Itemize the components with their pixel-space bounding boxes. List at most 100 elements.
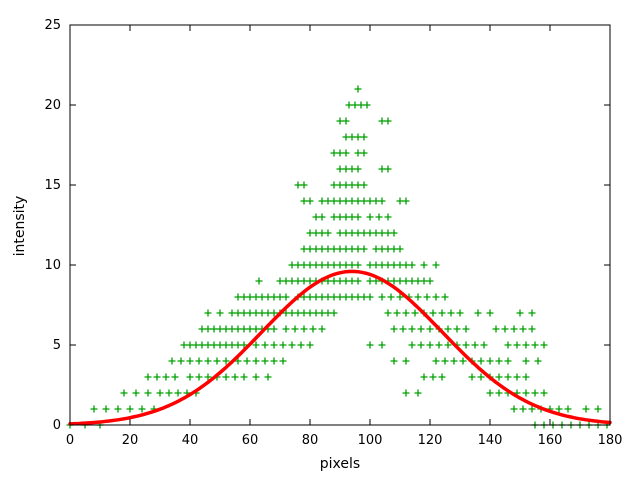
data-point-marker: [126, 405, 134, 413]
data-point-marker: [270, 309, 278, 317]
data-point-marker: [384, 309, 392, 317]
data-point-marker: [300, 197, 308, 205]
data-point-marker: [228, 309, 236, 317]
data-point-marker: [336, 149, 344, 157]
data-point-marker: [357, 101, 365, 109]
data-point-marker: [447, 309, 455, 317]
data-point-marker: [300, 325, 308, 333]
data-point-marker: [252, 357, 260, 365]
y-tick-label: 25: [44, 18, 61, 33]
data-point-marker: [252, 325, 260, 333]
data-point-marker: [276, 277, 284, 285]
data-point-marker: [342, 165, 350, 173]
data-point-marker: [144, 389, 152, 397]
data-point-marker: [426, 325, 434, 333]
data-point-marker: [408, 341, 416, 349]
data-point-marker: [354, 293, 362, 301]
data-point-marker: [336, 245, 344, 253]
data-point-marker: [336, 213, 344, 221]
data-point-marker: [342, 117, 350, 125]
data-point-marker: [246, 309, 254, 317]
data-point-marker: [459, 357, 467, 365]
data-point-marker: [330, 293, 338, 301]
data-point-marker: [531, 341, 539, 349]
data-point-marker: [90, 405, 98, 413]
data-point-marker: [360, 229, 368, 237]
data-point-marker: [294, 309, 302, 317]
data-point-marker: [186, 373, 194, 381]
data-point-marker: [480, 341, 488, 349]
data-point-marker: [534, 357, 542, 365]
data-point-marker: [180, 341, 188, 349]
data-point-marker: [342, 293, 350, 301]
data-point-marker: [168, 357, 176, 365]
data-point-marker: [372, 261, 380, 269]
data-point-marker: [402, 277, 410, 285]
data-point-marker: [312, 229, 320, 237]
x-tick-label: 40: [182, 433, 199, 448]
y-tick-label: 5: [53, 338, 61, 353]
data-point-marker: [300, 293, 308, 301]
data-point-marker: [354, 197, 362, 205]
data-point-marker: [261, 357, 269, 365]
x-axis-label: pixels: [319, 456, 361, 472]
data-point-marker: [471, 341, 479, 349]
data-point-marker: [522, 357, 530, 365]
data-point-marker: [360, 181, 368, 189]
data-point-marker: [402, 309, 410, 317]
x-tick-label: 180: [598, 433, 623, 448]
data-point-marker: [366, 293, 374, 301]
data-point-marker: [192, 341, 200, 349]
data-point-marker: [318, 309, 326, 317]
data-point-marker: [330, 309, 338, 317]
data-point-marker: [186, 341, 194, 349]
data-point-marker: [378, 341, 386, 349]
data-point-marker: [312, 261, 320, 269]
data-point-marker: [234, 293, 242, 301]
data-point-marker: [519, 405, 527, 413]
data-point-marker: [462, 325, 470, 333]
data-point-marker: [504, 357, 512, 365]
data-point-marker: [390, 277, 398, 285]
data-point-marker: [330, 245, 338, 253]
data-point-marker: [396, 277, 404, 285]
data-point-marker: [342, 133, 350, 141]
data-point-marker: [432, 357, 440, 365]
data-point-marker: [198, 341, 206, 349]
data-point-marker: [312, 309, 320, 317]
data-point-marker: [300, 245, 308, 253]
data-point-marker: [432, 261, 440, 269]
data-point-marker: [231, 373, 239, 381]
data-point-marker: [204, 341, 212, 349]
data-point-marker: [330, 197, 338, 205]
data-point-marker: [528, 309, 536, 317]
data-point-marker: [354, 261, 362, 269]
data-point-marker: [414, 277, 422, 285]
data-point-marker: [177, 357, 185, 365]
data-point-marker: [492, 325, 500, 333]
data-point-marker: [429, 373, 437, 381]
data-point-marker: [336, 197, 344, 205]
data-point-marker: [240, 341, 248, 349]
data-point-marker: [222, 357, 230, 365]
data-point-marker: [240, 373, 248, 381]
data-point-marker: [417, 341, 425, 349]
data-point-marker: [312, 245, 320, 253]
data-point-marker: [336, 181, 344, 189]
data-point-marker: [531, 389, 539, 397]
data-point-marker: [504, 373, 512, 381]
plot-border: [69, 24, 611, 426]
data-point-marker: [324, 293, 332, 301]
data-point-marker: [378, 197, 386, 205]
data-point-marker: [288, 277, 296, 285]
data-point-marker: [306, 229, 314, 237]
data-point-marker: [477, 373, 485, 381]
data-point-marker: [279, 357, 287, 365]
data-point-marker: [372, 229, 380, 237]
data-point-marker: [486, 389, 494, 397]
data-point-marker: [222, 373, 230, 381]
data-point-marker: [396, 261, 404, 269]
data-point-marker: [348, 261, 356, 269]
